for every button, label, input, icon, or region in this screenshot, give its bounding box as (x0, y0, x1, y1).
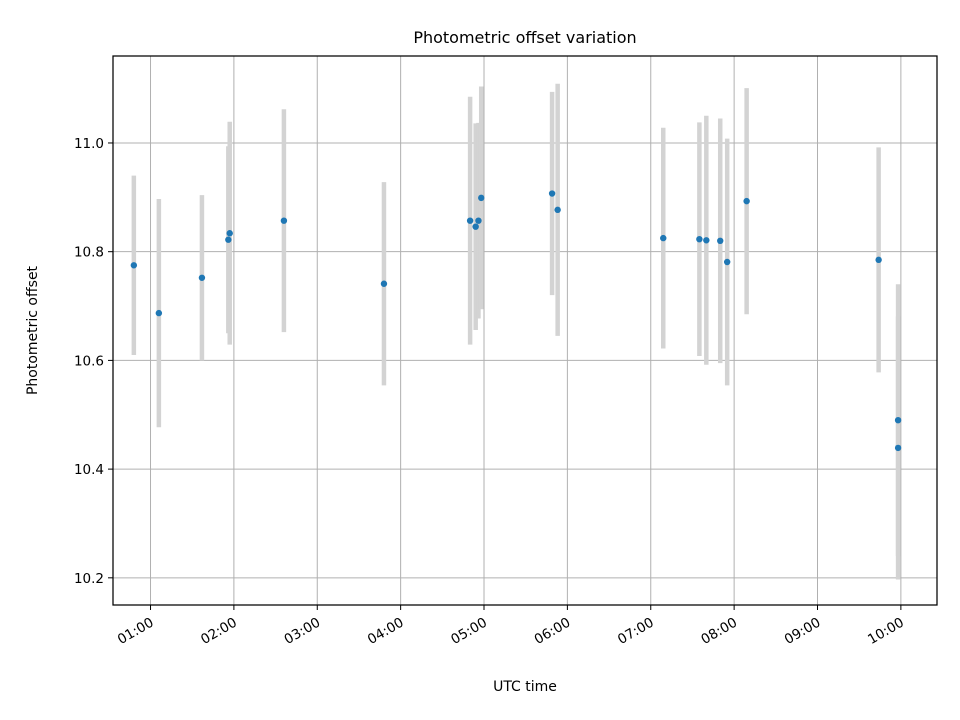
x-tick-label: 05:00 (448, 615, 490, 648)
x-tick-label: 02:00 (198, 615, 240, 648)
y-tick-label: 10.6 (74, 353, 104, 369)
x-tick-label: 04:00 (365, 615, 407, 648)
data-point (894, 416, 902, 424)
y-tick-label: 10.2 (74, 571, 104, 587)
y-tick-label: 10.8 (74, 245, 104, 261)
grid-lines (113, 56, 937, 605)
error-bars (131, 83, 901, 580)
data-point (723, 258, 731, 266)
plot-frame (112, 55, 938, 606)
data-point (703, 237, 710, 244)
x-tick-label: 03:00 (282, 615, 324, 648)
data-point (130, 262, 138, 269)
data-point (660, 234, 667, 242)
data-point (478, 194, 485, 202)
data-point (717, 237, 724, 245)
x-tick-label: 07:00 (615, 615, 657, 648)
data-point (743, 197, 750, 205)
data-point (554, 206, 561, 214)
data-point (475, 217, 482, 224)
x-tick-label: 06:00 (532, 615, 574, 648)
y-tick-label: 10.4 (74, 462, 104, 478)
y-axis-label: Photometric offset (25, 265, 41, 395)
data-point (894, 444, 902, 452)
chart-title: Photometric offset variation (413, 28, 636, 47)
data-point (875, 256, 882, 264)
axis-ticks: 01:00 02:00 03:00 04:00 05:00 06:00 07:00 08:00… (74, 136, 907, 648)
data-points (130, 190, 902, 452)
x-tick-label: 08:00 (698, 615, 740, 648)
data-point (155, 309, 163, 317)
x-tick-label: 09:00 (782, 615, 824, 648)
data-point (226, 230, 233, 237)
data-point (696, 235, 703, 243)
data-point (380, 280, 388, 287)
data-point (548, 190, 556, 197)
x-tick-label: 10:00 (865, 615, 907, 648)
data-point (472, 223, 479, 230)
data-point (198, 274, 206, 281)
data-point (225, 236, 232, 243)
x-axis-label: UTC time (493, 679, 557, 695)
y-tick-label: 11.0 (74, 136, 104, 152)
data-point (280, 217, 288, 224)
x-tick-label: 01:00 (115, 615, 157, 648)
data-point (466, 217, 474, 224)
